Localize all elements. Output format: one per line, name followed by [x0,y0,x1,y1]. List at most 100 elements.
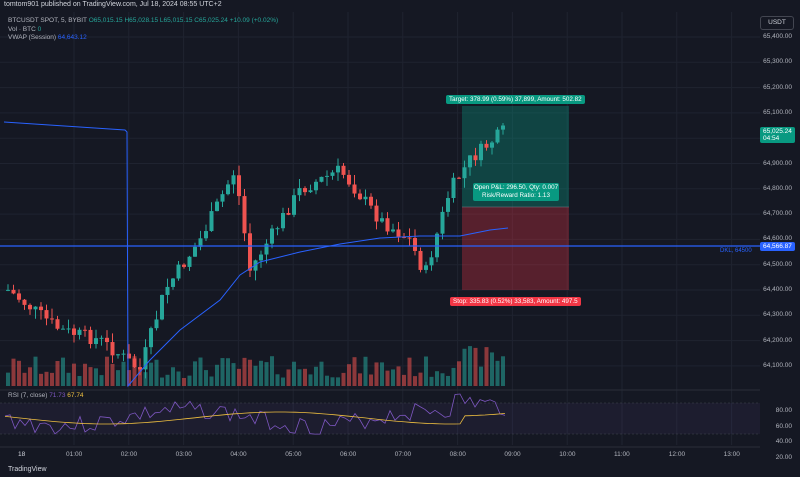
candles [6,122,505,379]
candle-body [83,329,87,331]
volume-bar [72,363,76,386]
rsi-axis-label: 60.00 [775,422,792,430]
time-axis-label: 08:00 [449,451,466,458]
time-axis-label: 13:00 [723,451,740,458]
price-axis-label: 64,800.00 [763,184,792,192]
rsi-value: 71.73 [49,392,66,399]
volume-bar [17,360,21,386]
volume-bar [281,377,285,386]
volume-bar [253,365,258,386]
candle-body [11,289,16,294]
risk-reward-text: Risk/Reward Ratio: 1.13 [482,192,550,199]
candle-body [231,175,236,185]
volume-bar [314,366,318,386]
rsi-ma-line [4,411,506,425]
volume-bar [22,372,27,386]
volume-bar [325,375,329,386]
candle-body [187,256,192,267]
symbol-label[interactable]: BTCUSDT SPOT, 5, BYBIT [8,17,87,24]
volume-bar [66,372,71,386]
price-axis-label: 64,100.00 [763,361,792,369]
candle-body [457,177,461,179]
candle-body [154,319,159,329]
candle-body [165,286,170,295]
candle-body [407,237,412,239]
candle-body [446,198,450,212]
vwap-value: 64,643.12 [57,34,87,41]
change-value: +10.09 (+0.02%) [229,17,279,24]
candle-body [303,188,307,193]
ohlc-legend: BTCUSDT SPOT, 5, BYBIT O65,015.15 H65,02… [8,17,278,24]
rsi-label[interactable]: RSI (7, close) [8,392,48,399]
current-price-value: 65,025.24 [763,128,792,135]
volume-bar [44,371,49,386]
candle-body [286,213,291,215]
volume-bar [50,372,54,386]
volume-bar [330,377,335,386]
volume-bar [187,375,192,386]
candle-body [264,243,269,255]
price-axis-label: 64,900.00 [763,159,792,167]
candle-body [413,237,417,251]
volume-bar [99,375,104,386]
candle-body [99,337,104,339]
volume-bar [380,362,384,386]
candle-body [391,229,395,232]
time-axis-label: 11:00 [614,451,630,458]
candle-body [347,174,351,185]
volume-bar [154,359,159,386]
volume-bar [132,356,137,386]
candle-body [385,218,390,232]
target-label[interactable]: Target: 378.99 (0.59%) 37,899, Amount: 5… [446,95,585,104]
price-chart[interactable] [0,12,800,452]
candle-body [72,328,76,335]
volume-bar [429,376,434,386]
volume-bar [143,372,148,386]
volume-bar [6,372,10,386]
volume-bar [374,362,379,386]
candle-body [380,218,384,222]
vwap-label[interactable]: VWAP (Session) [8,34,57,41]
volume-bar [88,367,93,386]
currency-button[interactable]: USDT [760,16,794,30]
volume-bar [231,363,236,386]
time-axis-label: 06:00 [340,451,357,458]
volume-bar [226,358,230,386]
candle-body [501,125,505,130]
candle-body [215,201,219,212]
stop-label[interactable]: Stop: 335.83 (0.52%) 33,583, Amount: 497… [450,297,581,306]
price-axis-label: 65,300.00 [763,58,792,66]
candle-body [39,306,43,311]
time-axis-label: 18 [18,451,26,458]
candle-body [330,172,335,176]
price-axis-label: 64,700.00 [763,210,792,218]
volume-bar [198,357,203,386]
price-axis-label: 64,200.00 [763,336,792,344]
candle-body [374,205,379,222]
volume-label[interactable]: Vol · BTC [8,26,36,33]
tradingview-logo[interactable]: TradingView [8,466,47,473]
volume-bar [138,367,142,386]
volume-bar [413,376,417,386]
candle-body [198,238,203,247]
candle-body [50,318,54,320]
volume-bar [270,356,274,386]
volume-bar [237,368,241,386]
candle-body [429,257,434,266]
candle-body [237,175,241,197]
volume-bar [462,348,467,386]
candle-body [369,196,373,206]
volume-bar [275,374,280,386]
open-pnl-label[interactable]: Open P&L: 296.50, Qty: 0.007 Risk/Reward… [473,183,559,201]
volume-bar [264,362,269,386]
volume-bar [55,360,60,386]
time-axis-label: 09:00 [504,451,521,458]
volume-bar [165,374,170,386]
vwap-legend: VWAP (Session) 64,643.12 [8,34,87,41]
volume-bar [440,373,445,386]
candle-body [275,228,280,230]
volume-bar [171,367,175,386]
volume-bar [182,377,186,386]
candle-body [143,347,148,370]
volume-bar [297,369,302,386]
